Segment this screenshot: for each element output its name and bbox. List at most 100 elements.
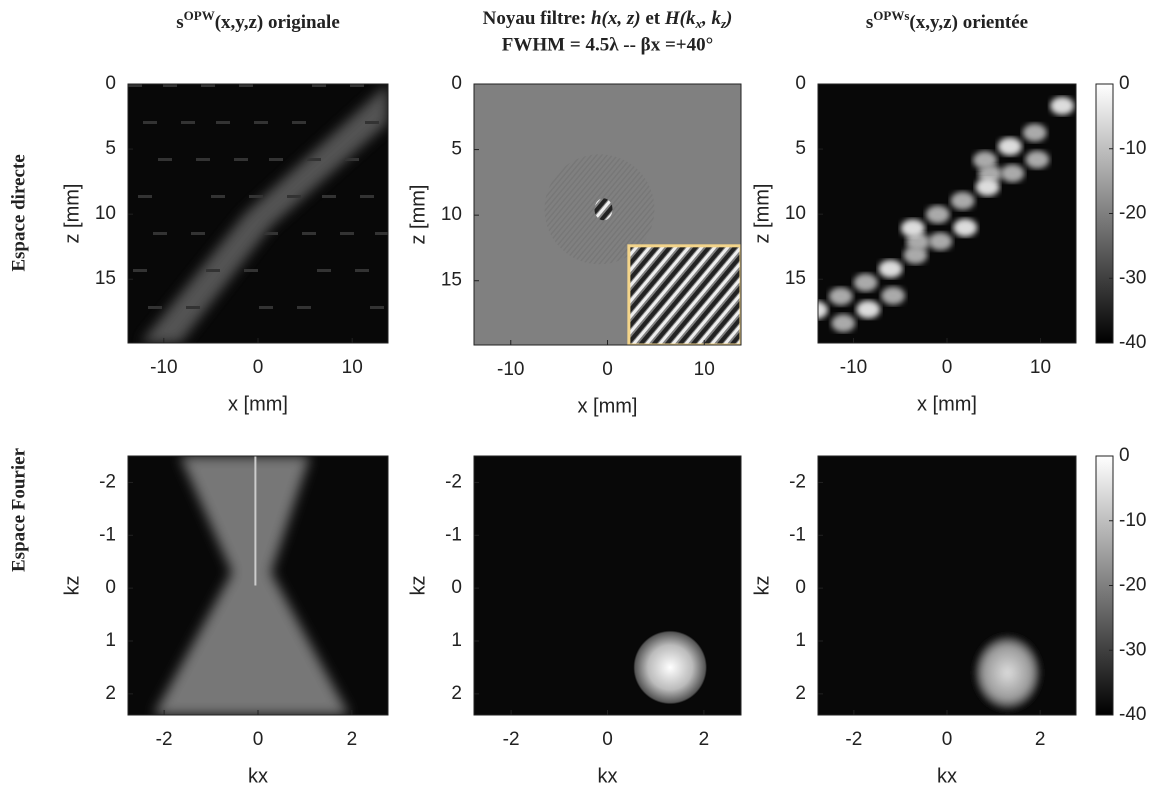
title-part: et bbox=[641, 8, 665, 29]
y-tick-label: -1 bbox=[789, 524, 806, 545]
speckle bbox=[244, 269, 258, 272]
speckle bbox=[259, 306, 273, 309]
image-panel: -10 0 10 0 5 10 15 x [mm] z [mm] sOPW(x,y,z) orig… bbox=[61, 8, 389, 415]
speckle bbox=[153, 232, 167, 235]
y-tick-label: 5 bbox=[451, 139, 462, 160]
colorbar-tick-label: -40 bbox=[1119, 332, 1146, 353]
y-tick-label: 0 bbox=[795, 577, 806, 598]
colorbar-tick-label: -10 bbox=[1119, 510, 1146, 531]
blob bbox=[903, 246, 928, 265]
speckle bbox=[181, 121, 195, 124]
blob bbox=[828, 287, 853, 306]
y-axis-label: z [mm] bbox=[407, 185, 429, 245]
y-axis-label: z [mm] bbox=[751, 184, 773, 244]
x-tick-label: -2 bbox=[503, 729, 520, 750]
y-axis-label: z [mm] bbox=[61, 184, 83, 244]
y-tick-label: -2 bbox=[99, 471, 116, 492]
x-tick-label: 2 bbox=[347, 729, 358, 750]
x-tick-label: -2 bbox=[156, 729, 173, 750]
blob bbox=[853, 273, 878, 292]
speckle bbox=[191, 232, 205, 235]
speckle bbox=[206, 269, 220, 272]
blob bbox=[925, 205, 950, 224]
blob bbox=[906, 232, 930, 251]
y-axis-label: kz bbox=[407, 576, 429, 596]
speckle bbox=[370, 306, 384, 309]
speckle bbox=[201, 84, 215, 87]
x-tick-label: -2 bbox=[845, 729, 862, 750]
y-tick-label: 0 bbox=[105, 577, 116, 598]
blob bbox=[978, 164, 1003, 183]
x-axis-label: kx bbox=[248, 765, 268, 787]
filtered-spot bbox=[973, 634, 1042, 711]
colorbar-tick-label: 0 bbox=[1119, 445, 1130, 466]
y-axis-label: kz bbox=[751, 576, 773, 596]
y-tick-label: 0 bbox=[451, 577, 462, 598]
blob bbox=[900, 219, 925, 238]
title-part: h(x, z) bbox=[591, 8, 641, 29]
speckle bbox=[143, 121, 157, 124]
speckle bbox=[302, 232, 316, 235]
x-tick-label: 10 bbox=[342, 357, 363, 378]
speckle bbox=[292, 121, 306, 124]
image bbox=[128, 456, 388, 715]
title-part: H(k bbox=[664, 8, 696, 29]
y-tick-label: -1 bbox=[99, 524, 116, 545]
speckle bbox=[128, 84, 142, 87]
chart-subtitle: FWHM = 4.5λ -- βx =+40° bbox=[502, 34, 713, 55]
title-part: OPW bbox=[184, 8, 215, 23]
blob bbox=[997, 137, 1022, 156]
title-part: s bbox=[866, 12, 873, 33]
row-label: Espace Fourier bbox=[8, 447, 29, 572]
x-tick-label: 0 bbox=[602, 729, 613, 750]
speckle bbox=[216, 121, 230, 124]
chart-title: sOPWs(x,y,z) orientée bbox=[866, 8, 1028, 33]
speckle bbox=[360, 195, 374, 198]
title-part: OPWs bbox=[873, 8, 909, 23]
y-tick-label: -2 bbox=[789, 471, 806, 492]
inset bbox=[627, 244, 741, 345]
y-tick-label: 5 bbox=[795, 138, 806, 159]
colorbar-tick-label: -20 bbox=[1119, 203, 1146, 224]
y-tick-label: 2 bbox=[105, 683, 116, 704]
y-tick-label: -2 bbox=[445, 471, 462, 492]
image bbox=[474, 84, 741, 345]
y-tick-label: -1 bbox=[445, 524, 462, 545]
blob bbox=[818, 301, 828, 319]
y-tick-label: 2 bbox=[451, 683, 462, 704]
x-axis-label: kx bbox=[937, 765, 957, 787]
y-tick-label: 15 bbox=[441, 270, 462, 291]
speckle bbox=[211, 195, 225, 198]
speckle-band bbox=[141, 84, 388, 343]
filter-spot bbox=[633, 630, 708, 705]
image bbox=[474, 456, 741, 715]
blob bbox=[972, 151, 997, 170]
blob bbox=[950, 191, 975, 210]
x-tick-label: 10 bbox=[694, 359, 715, 380]
y-tick-label: 2 bbox=[795, 683, 806, 704]
y-tick-label: 10 bbox=[441, 204, 462, 225]
image bbox=[128, 84, 388, 343]
title-part: , k bbox=[701, 8, 722, 29]
speckle bbox=[322, 195, 336, 198]
speckle bbox=[345, 158, 359, 161]
speckle bbox=[148, 306, 162, 309]
speckle bbox=[239, 84, 253, 87]
colorbar-tick-label: -40 bbox=[1119, 704, 1146, 725]
kernel bbox=[594, 198, 613, 221]
x-tick-label: 0 bbox=[253, 357, 264, 378]
title-part: (x,y,z) orientée bbox=[909, 12, 1028, 33]
y-tick-label: 5 bbox=[105, 138, 116, 159]
x-tick-label: 2 bbox=[699, 729, 710, 750]
y-tick-label: 0 bbox=[451, 73, 462, 94]
title-part: z bbox=[720, 16, 727, 31]
speckle bbox=[264, 232, 278, 235]
blob bbox=[953, 218, 978, 237]
image bbox=[818, 456, 1076, 715]
x-tick-label: -10 bbox=[497, 359, 524, 380]
title-part: x bbox=[694, 16, 702, 31]
speckle bbox=[234, 158, 248, 161]
image bbox=[818, 84, 1076, 343]
speckle bbox=[186, 306, 200, 309]
